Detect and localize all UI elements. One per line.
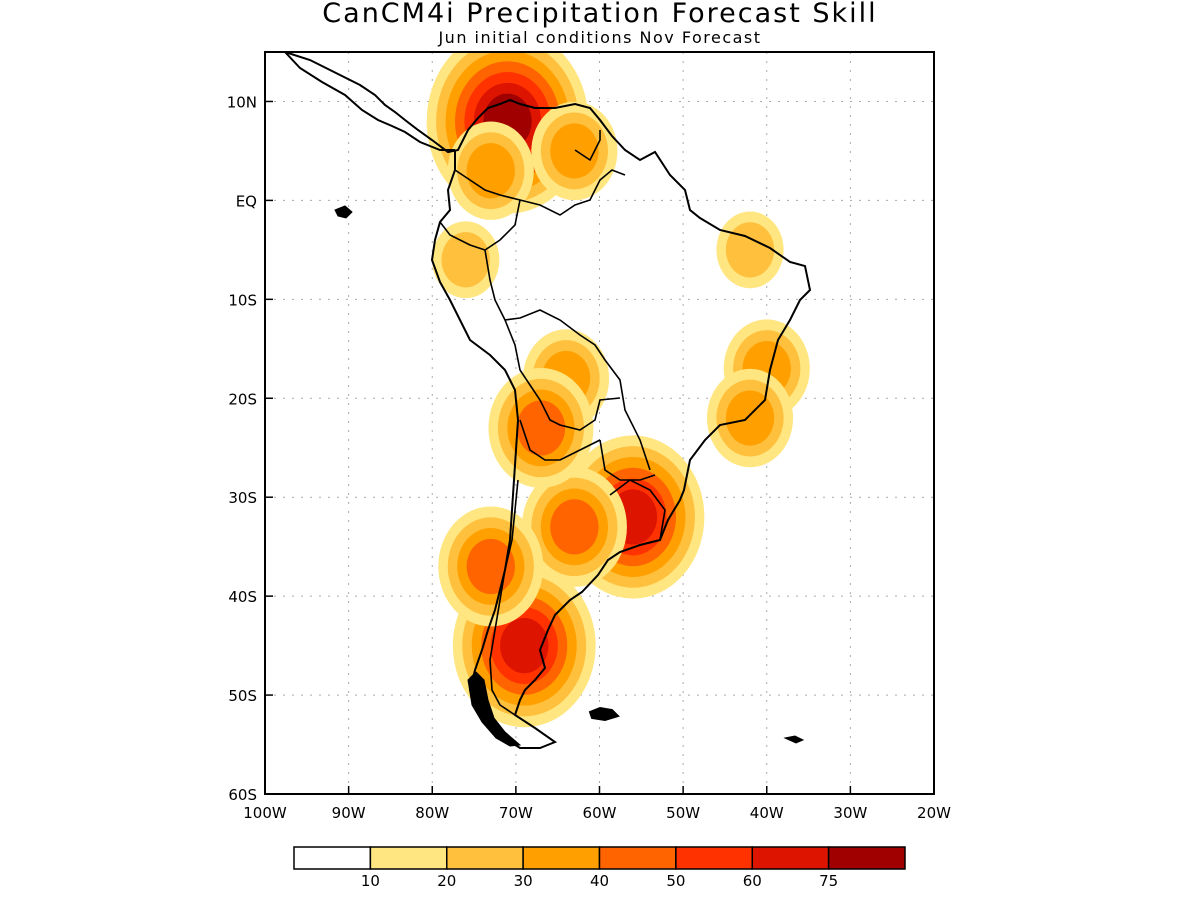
- skill-contour: [725, 222, 775, 278]
- colorbar-segment: [751, 846, 830, 870]
- y-tick-label: 20S: [228, 390, 257, 408]
- colorbar-label: 60: [743, 872, 762, 890]
- colorbar-segment: [827, 846, 906, 870]
- colorbar-segment: [522, 846, 601, 870]
- map-axes: 100W 90W 80W 70W 60W 50W 40W 30W 20W 10N EQ 10S 20S 3…: [227, 51, 951, 822]
- colorbar-segment: [675, 846, 753, 870]
- colorbar-segment: [598, 846, 677, 870]
- page-subtitle: Jun initial conditions Nov Forecast: [438, 28, 762, 47]
- x-tick-label: 30W: [833, 804, 867, 822]
- colorbar-label: 10: [361, 872, 380, 890]
- x-tick-label: 60W: [583, 804, 617, 822]
- colorbar-label: 50: [666, 872, 685, 890]
- skill-contour: [516, 400, 566, 456]
- skill-contour: [441, 232, 490, 288]
- colorbar-segment: [446, 846, 524, 870]
- skill-contour: [550, 499, 599, 555]
- x-tick-label: 80W: [415, 804, 449, 822]
- page-title: CanCM4i Precipitation Forecast Skill: [322, 0, 878, 29]
- y-tick-label: 10N: [227, 93, 257, 111]
- galapagos-islands: [334, 205, 353, 219]
- x-tick-label: 70W: [499, 804, 533, 822]
- colorbar-segment: [369, 846, 448, 870]
- south-america-coastline: [284, 52, 812, 749]
- skill-contour: [725, 390, 775, 446]
- colorbar-label: 20: [437, 872, 456, 890]
- skill-contour: [466, 143, 515, 199]
- south-georgia: [783, 735, 805, 744]
- x-tick-label: 100W: [243, 804, 287, 822]
- falkland-islands: [588, 706, 620, 722]
- skill-contour: [500, 618, 549, 674]
- x-tick-label: 50W: [666, 804, 700, 822]
- coastlines-and-borders: [284, 52, 812, 749]
- y-tick-label: 10S: [228, 291, 257, 309]
- colorbar-label: 75: [819, 872, 838, 890]
- central-america-coastline: [284, 52, 455, 151]
- y-tick-label: 50S: [228, 687, 257, 705]
- country-borders: [439, 130, 666, 716]
- colorbar-label: 40: [590, 872, 609, 890]
- x-tick-label: 40W: [750, 804, 784, 822]
- x-tick-label: 20W: [917, 804, 951, 822]
- x-tick-label: 90W: [332, 804, 366, 822]
- colorbar-segment: [293, 846, 372, 870]
- chile-archipelago: [467, 671, 522, 747]
- colorbar: 10 20 30 40 50 60 75: [293, 846, 906, 890]
- skill-contour: [550, 123, 599, 179]
- skill-contour: [466, 538, 515, 595]
- y-tick-label: 60S: [228, 786, 257, 804]
- colorbar-label: 30: [514, 872, 533, 890]
- skill-shading: [426, 52, 810, 728]
- y-tick-label: EQ: [236, 192, 257, 210]
- y-tick-label: 40S: [228, 588, 257, 606]
- y-tick-label: 30S: [228, 489, 257, 507]
